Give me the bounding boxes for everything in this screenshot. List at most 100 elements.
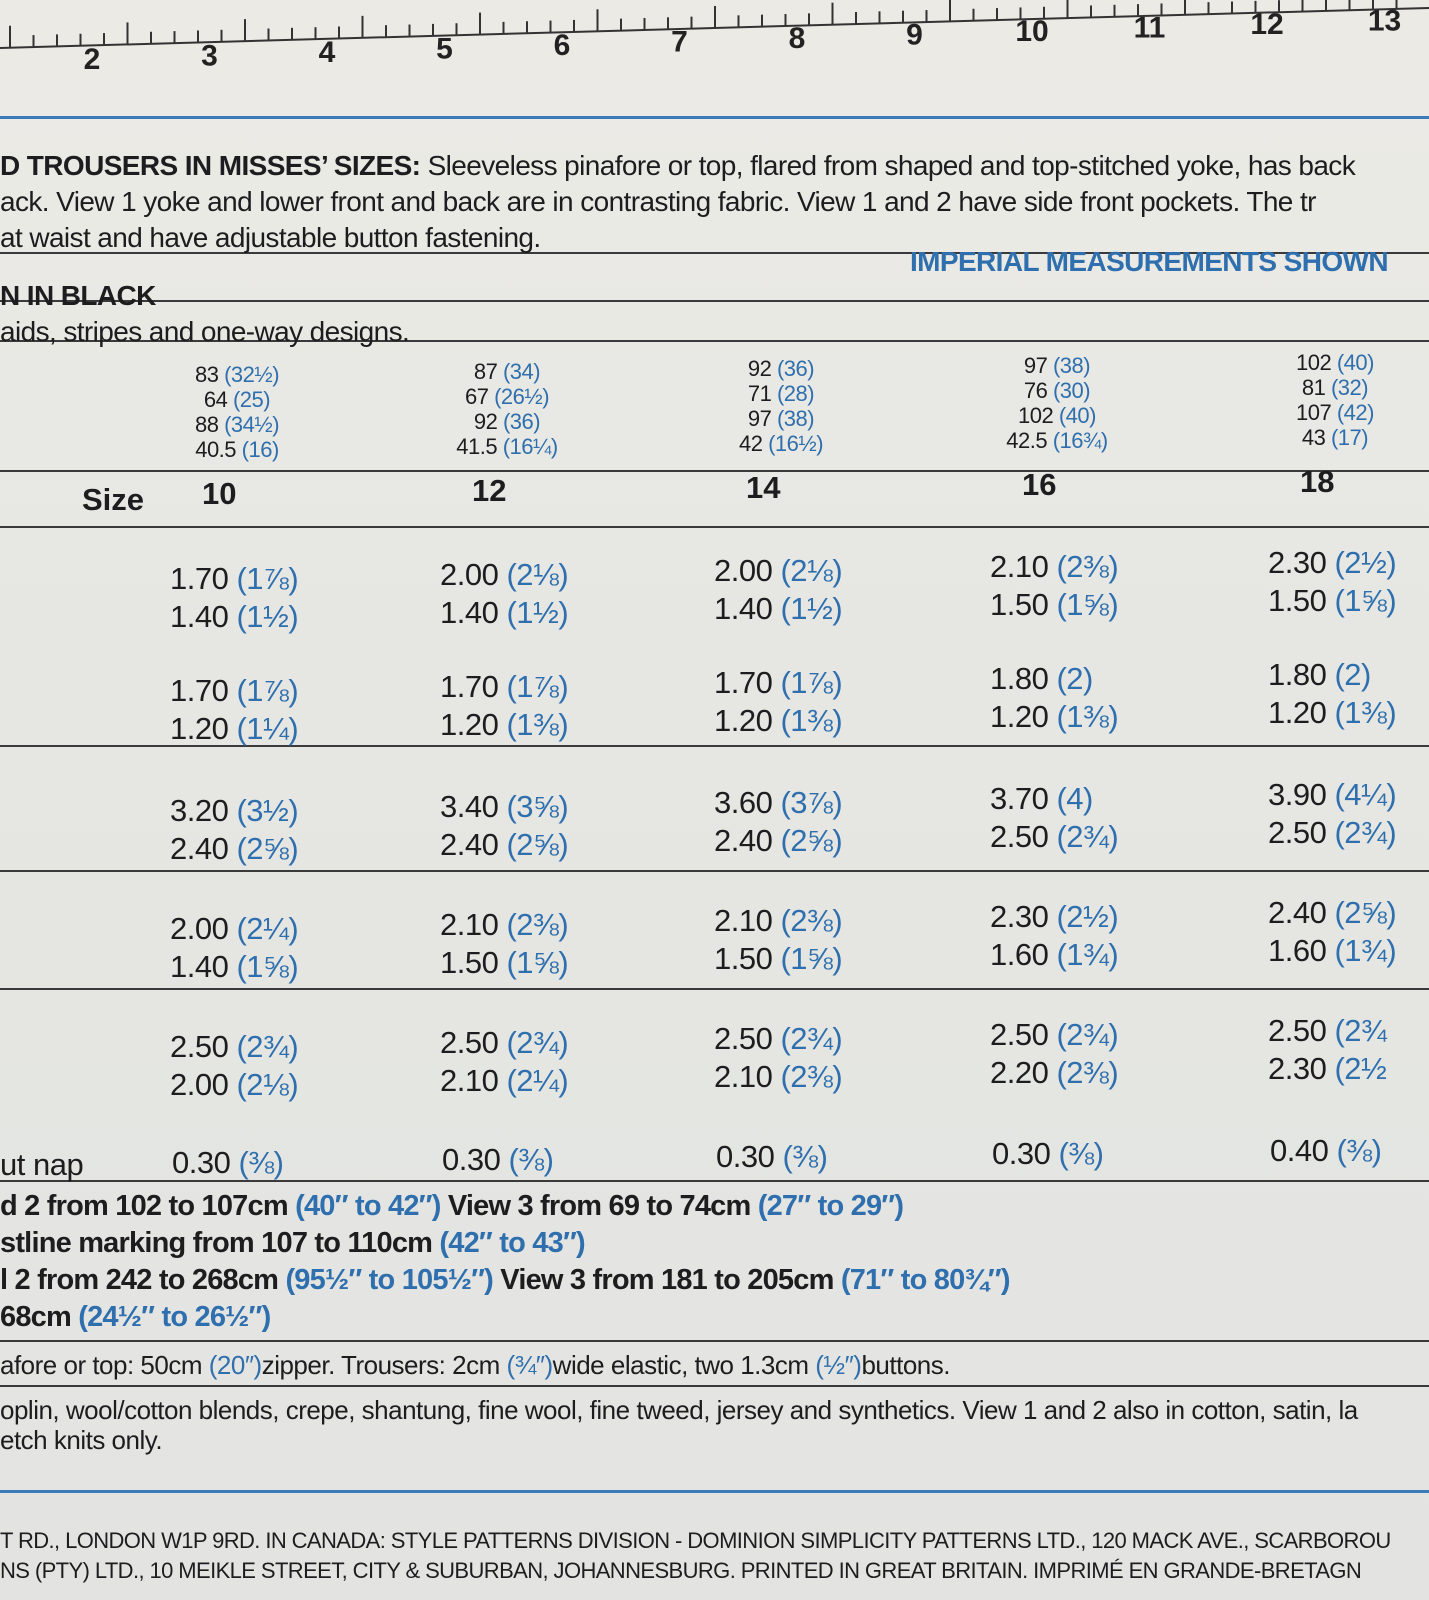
imperial-text: (40″ to 42″) (295, 1190, 441, 1222)
metric-value: 2.40 (440, 827, 499, 862)
imperial-value: (16) (241, 437, 280, 462)
imperial-value: (⅜) (1058, 1136, 1104, 1171)
imperial-value: (32½) (224, 362, 280, 387)
yardage-cell: 2.10 (2⅜) 1.50 (1⅝) (990, 548, 1119, 624)
table-rule (0, 870, 1429, 872)
yardage-value: 2.50 (2¾) (714, 1020, 843, 1058)
imperial-value: (1¾) (1056, 937, 1119, 972)
metric-text: 68cm (0, 1301, 79, 1333)
ruler-edge (0, 7, 1429, 49)
metric-value: 42 (738, 431, 763, 456)
metric-value: 2.50 (990, 1017, 1049, 1052)
yardage-cell: 2.50 (2¾ 2.30 (2½ (1268, 1012, 1387, 1088)
metric-value: 83 (194, 362, 219, 387)
imperial-value: (36) (776, 356, 815, 381)
yardage-value: 3.90 (4¼) (1268, 776, 1397, 814)
yardage-cell: 2.30 (2½) 1.60 (1¾) (990, 898, 1119, 974)
yardage-value: 2.40 (2⅝) (170, 830, 299, 868)
metric-value: 3.20 (170, 793, 229, 828)
metric-value: 0.30 (442, 1142, 501, 1177)
table-rule (0, 988, 1429, 990)
yardage-value: 2.30 (2½) (990, 898, 1119, 936)
table-rule (0, 252, 1429, 254)
imperial-value: (2⅛) (780, 553, 843, 588)
metric-value: 1.40 (170, 599, 229, 634)
imperial-value: (26½) (494, 384, 550, 409)
yardage-value: 2.00 (2¼) (170, 910, 299, 948)
body-measurements: 97 (38) 76 (30) 102 (40) 42.5 (16¾) (992, 353, 1122, 453)
metric-value: 2.10 (440, 1063, 499, 1098)
yardage-cell: 1.80 (2) 1.20 (1⅜) (990, 660, 1119, 736)
metric-value: 1.20 (170, 711, 229, 746)
imperial-value: (1⅞) (780, 665, 843, 700)
metric-value: 1.50 (714, 941, 773, 976)
measurement: 107 (42) (1270, 400, 1400, 425)
imperial-value: (2½ (1334, 1051, 1387, 1086)
ruler-number: 2 (84, 43, 101, 76)
imperial-text: (95½″ to 105½″) (285, 1264, 494, 1296)
ruler-number: 4 (319, 36, 336, 69)
measurement: 92 (36) (716, 356, 846, 381)
yardage-value: 3.20 (3½) (170, 792, 299, 830)
metric-value: 2.50 (1268, 815, 1327, 850)
metric-value: 0.40 (1270, 1133, 1329, 1168)
metric-value: 67 (464, 384, 489, 409)
metric-value: 1.60 (1268, 933, 1327, 968)
metric-value: 2.20 (990, 1055, 1049, 1090)
imperial-value: (1¾) (1334, 933, 1397, 968)
metric-value: 88 (194, 412, 219, 437)
imperial-value: (16¾) (1052, 428, 1108, 453)
imperial-value: (40) (1058, 403, 1097, 428)
metric-value: 1.40 (170, 949, 229, 984)
size-number: 18 (1300, 464, 1335, 499)
yardage-value: 1.40 (1½) (440, 594, 569, 632)
yardage-value: 1.20 (1¼) (170, 710, 299, 748)
imperial-value: (2⅛) (236, 1067, 299, 1102)
imperial-value: (25) (232, 387, 271, 412)
yardage-value: 2.40 (2⅝) (1268, 894, 1397, 932)
yardage-value: 2.00 (2⅛) (714, 552, 843, 590)
imperial-value: (2⅝) (236, 831, 299, 866)
imperial-value: (1½) (506, 595, 569, 630)
imperial-value: (2⅜) (1056, 1055, 1119, 1090)
yardage-value: 2.50 (2¾) (990, 1016, 1119, 1054)
imperial-text: (24½″ to 26½″) (78, 1301, 271, 1333)
metric-text: View 3 from 69 to 74cm (440, 1190, 758, 1222)
metric-value: 3.70 (990, 781, 1049, 816)
measurement: 97 (38) (716, 406, 846, 431)
imperial-value: (2⅜) (1056, 549, 1119, 584)
yardage-value: 1.60 (1¾) (990, 936, 1119, 974)
imperial-value: (3½) (236, 793, 299, 828)
metric-value: 43 (1301, 425, 1326, 450)
metric-value: 97 (747, 406, 772, 431)
metric-text: l 2 from 242 to 268cm (0, 1264, 286, 1296)
metric-value: 1.70 (714, 665, 773, 700)
size-number: 10 (202, 476, 237, 511)
metric-value: 2.10 (714, 903, 773, 938)
measurement: 102 (40) (992, 403, 1122, 428)
metric-value: 102 (1296, 350, 1332, 375)
size-number: 12 (472, 473, 507, 508)
table-rule (0, 470, 1429, 472)
imperial-value: (2½) (1056, 899, 1119, 934)
yardage-cell: 2.10 (2⅜) 1.50 (1⅝) (714, 902, 843, 978)
table-rule (0, 526, 1429, 528)
imperial-value: (2⅝) (780, 823, 843, 858)
imperial-text: (½″) (815, 1350, 862, 1380)
imperial-value: (⅜) (782, 1139, 828, 1174)
yardage-cell: 3.70 (4) 2.50 (2¾) (990, 780, 1119, 856)
yardage-value: 2.00 (2⅛) (170, 1066, 299, 1104)
measurement: 42.5 (16¾) (992, 428, 1122, 453)
imperial-value: (1½) (780, 591, 843, 626)
metric-value: 97 (1023, 353, 1048, 378)
imperial-text: (20″) (208, 1350, 262, 1380)
imperial-value: (1½) (236, 599, 299, 634)
measurement: 83 (32½) (172, 362, 302, 387)
imperial-value: (3⅞) (780, 785, 843, 820)
yardage-value: 1.40 (1½) (714, 590, 843, 628)
text-line: afore or top: 50cm (20″)zipper. Trousers… (0, 1350, 950, 1381)
metric-value: 1.50 (1268, 583, 1327, 618)
imperial-value: (4¼) (1334, 777, 1397, 812)
ruler-number: 7 (671, 26, 688, 59)
metric-text: stline marking from 107 to 110cm (0, 1227, 440, 1259)
